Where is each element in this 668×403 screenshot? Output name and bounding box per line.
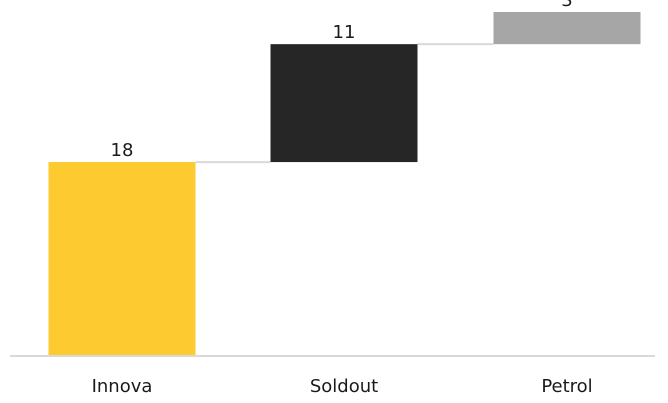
x-tick-label-soldout: Soldout bbox=[310, 376, 378, 397]
x-tick-label-innova: Innova bbox=[92, 376, 153, 397]
bar-petrol bbox=[493, 12, 641, 45]
data-label-petrol: 3 bbox=[561, 0, 572, 11]
data-label-innova: 18 bbox=[111, 140, 134, 161]
data-label-soldout: 11 bbox=[333, 22, 356, 43]
bar-soldout bbox=[270, 44, 418, 163]
x-tick-label-petrol: Petrol bbox=[541, 376, 592, 397]
bar-innova bbox=[48, 162, 196, 355]
